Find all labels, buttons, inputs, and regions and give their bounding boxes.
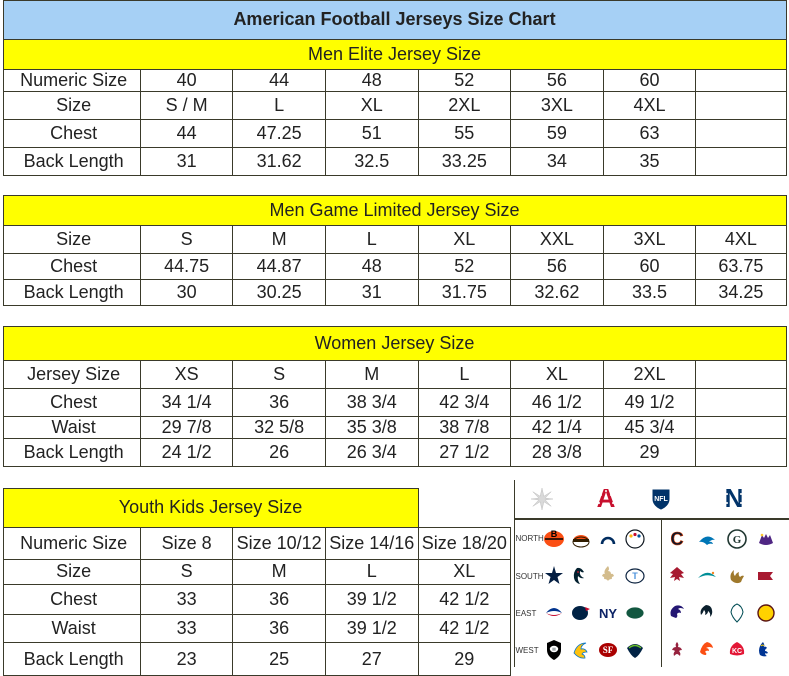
svg-text:NY: NY bbox=[598, 606, 616, 621]
svg-text:KC: KC bbox=[731, 648, 741, 655]
svg-text:T: T bbox=[632, 571, 638, 581]
svg-text:NFL: NFL bbox=[654, 496, 668, 503]
svg-text:A: A bbox=[597, 485, 616, 513]
svg-text:C: C bbox=[670, 529, 683, 549]
svg-text:N: N bbox=[725, 485, 744, 513]
svg-text:B: B bbox=[550, 529, 557, 539]
svg-text:G: G bbox=[732, 534, 741, 546]
svg-text:SF: SF bbox=[602, 645, 613, 655]
